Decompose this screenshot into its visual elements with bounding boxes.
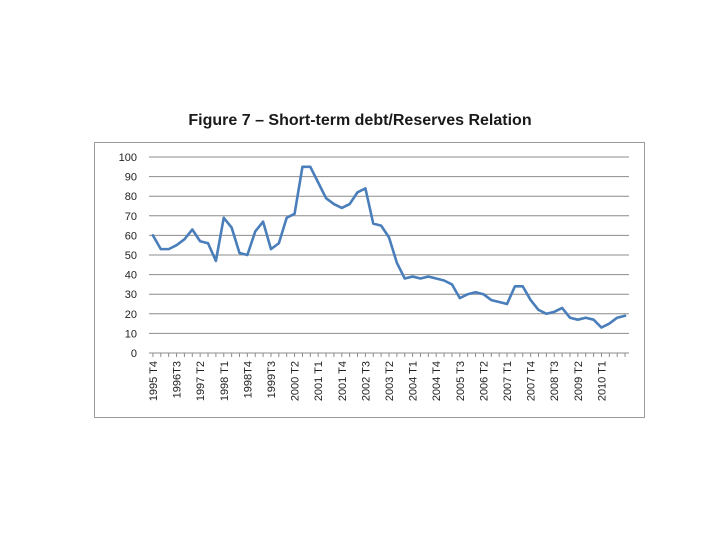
x-tick-label: 2008 T3: [549, 361, 561, 401]
x-tick-label: 1995 T4: [148, 361, 160, 401]
y-tick-label: 0: [131, 348, 137, 360]
x-axis: 1995 T4 1996T3 1997 T2 1998 T1 1998T4 1999T3 2…: [148, 352, 629, 401]
series-line: [151, 165, 627, 329]
y-tick-label: 40: [125, 270, 137, 282]
series-layer: [151, 165, 627, 329]
x-tick-label: 2006 T2: [478, 361, 490, 401]
y-tick-label: 100: [119, 152, 137, 164]
x-tick-label: 2000 T2: [290, 361, 302, 401]
x-tick-label: 1996T3: [172, 361, 184, 398]
x-tick-label: 2007 T1: [502, 361, 514, 401]
y-tick-label: 70: [125, 211, 137, 223]
y-tick-label: 90: [125, 172, 137, 184]
y-tick-label: 80: [125, 191, 137, 203]
y-tick-label: 60: [125, 230, 137, 242]
y-tick-label: 50: [125, 250, 137, 262]
chart-title: Figure 7 – Short-term debt/Reserves Rela…: [188, 112, 532, 129]
x-tick-label: 2010 T1: [596, 361, 608, 401]
gridlines: [149, 156, 629, 334]
y-tick-label: 30: [125, 289, 137, 301]
x-tick-label: 2002 T3: [360, 361, 372, 401]
x-tick-label: 1998T4: [242, 361, 254, 398]
y-tick-label: 10: [125, 328, 137, 340]
x-tick-label: 2001 T4: [337, 361, 349, 401]
x-tick-label: 1997 T2: [195, 361, 207, 401]
line-chart: 0 10 20 30 40 50 60 70 80 90 100 1995 T4 1996T3 1997…: [119, 152, 629, 401]
x-tick-label: 1998 T1: [219, 361, 231, 401]
x-tick-label: 2009 T2: [573, 361, 585, 401]
x-tick-label: 2004 T1: [408, 361, 420, 401]
x-tick-label: 2001 T1: [313, 361, 325, 401]
y-axis-labels: 0 10 20 30 40 50 60 70 80 90 100: [119, 152, 137, 360]
chart-area: 0 10 20 30 40 50 60 70 80 90 100 1995 T4 1996T3 1997…: [94, 142, 645, 418]
y-tick-label: 20: [125, 309, 137, 321]
x-tick-label: 1999T3: [266, 361, 278, 398]
x-tick-label: 2003 T2: [384, 361, 396, 401]
x-tick-label: 2005 T3: [455, 361, 467, 401]
x-tick-label: 2004 T4: [431, 361, 443, 401]
x-tick-label: 2007 T4: [526, 361, 538, 401]
